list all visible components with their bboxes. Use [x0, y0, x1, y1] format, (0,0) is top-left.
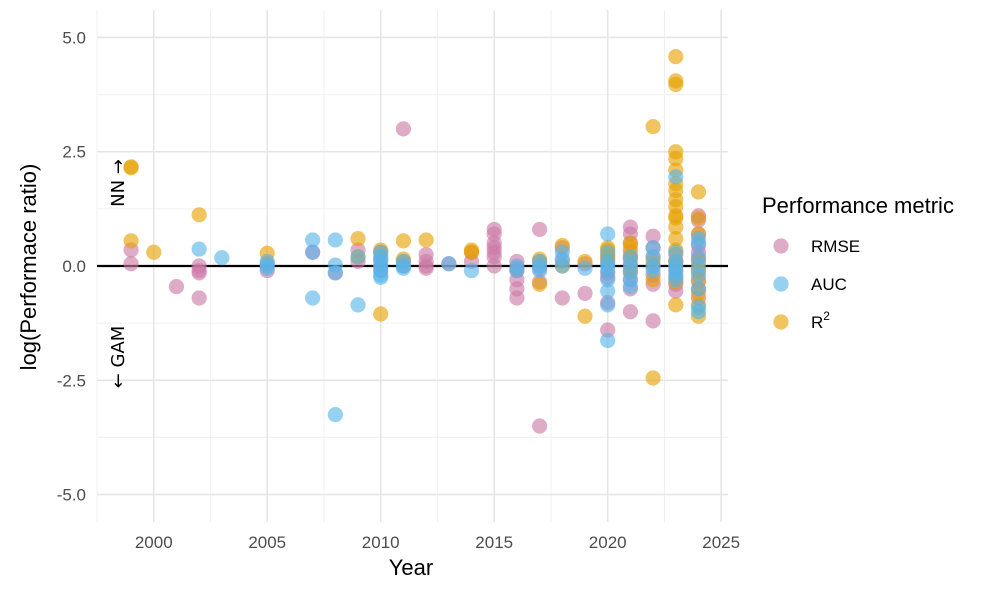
- point-auc: [622, 278, 638, 295]
- legend: Performance metric RMSE AUC R2: [762, 193, 954, 332]
- point-r: [668, 150, 684, 167]
- point-r: [191, 207, 207, 223]
- point-auc: [690, 235, 707, 251]
- point-r: [463, 244, 480, 260]
- point-rmse: [554, 290, 570, 306]
- legend-label: R2: [811, 309, 830, 332]
- point-auc: [305, 244, 321, 260]
- point-auc: [600, 297, 616, 313]
- point-rmse: [509, 290, 525, 306]
- point-auc: [327, 265, 343, 281]
- point-rmse: [532, 221, 548, 238]
- legend-label: RMSE: [811, 237, 860, 256]
- point-auc: [463, 262, 480, 279]
- point-rmse: [486, 258, 502, 274]
- point-rmse: [600, 322, 616, 338]
- point-auc: [214, 250, 230, 266]
- point-r: [395, 233, 412, 249]
- point-auc: [690, 281, 707, 297]
- point-r: [668, 49, 684, 65]
- legend-title: Performance metric: [762, 193, 954, 218]
- point-auc: [668, 272, 684, 288]
- point-auc: [532, 262, 548, 279]
- point-auc: [690, 304, 707, 320]
- annotation-gam: ← GAM: [108, 326, 129, 389]
- y-axis-ticks: 5.0 2.5 0.0 -2.5 -5.0: [57, 28, 86, 504]
- point-auc: [305, 290, 321, 306]
- point-rmse: [191, 258, 207, 274]
- legend-label: AUC: [811, 275, 847, 294]
- point-auc: [509, 262, 525, 279]
- point-rmse: [191, 290, 207, 306]
- point-auc: [259, 260, 275, 276]
- point-auc: [191, 241, 207, 257]
- point-auc: [645, 262, 661, 279]
- point-auc: [441, 256, 457, 272]
- point-auc: [668, 169, 684, 185]
- point-auc: [350, 297, 366, 313]
- point-rmse: [645, 313, 661, 329]
- legend-key: [773, 314, 789, 330]
- point-auc: [305, 232, 321, 248]
- x-tick-label: 2000: [135, 533, 173, 552]
- point-auc: [327, 232, 343, 248]
- point-r: [418, 232, 434, 248]
- point-r: [690, 210, 707, 226]
- point-r: [668, 219, 684, 235]
- point-rmse: [645, 228, 661, 244]
- point-rmse: [418, 260, 434, 276]
- point-auc: [690, 267, 707, 283]
- point-r: [373, 306, 389, 322]
- y-tick-label: 0.0: [62, 257, 86, 276]
- point-auc: [350, 249, 366, 265]
- x-tick-label: 2025: [702, 533, 740, 552]
- point-r: [350, 230, 366, 247]
- y-tick-label: 2.5: [62, 143, 86, 162]
- y-axis-title: log(Performace ratio): [16, 164, 41, 371]
- point-auc: [600, 226, 616, 242]
- y-tick-label: -5.0: [57, 486, 86, 505]
- legend-key: [773, 276, 789, 292]
- y-tick-label: -2.5: [57, 371, 86, 390]
- x-tick-label: 2020: [589, 533, 627, 552]
- legend-key: [773, 238, 789, 254]
- point-auc: [373, 269, 389, 286]
- x-tick-label: 2005: [248, 533, 286, 552]
- annotation-nn: NN →: [108, 159, 129, 207]
- point-rmse: [577, 285, 593, 302]
- point-r: [577, 308, 593, 324]
- point-rmse: [123, 256, 139, 272]
- point-rmse: [532, 418, 548, 434]
- point-r: [668, 76, 684, 93]
- point-r: [532, 276, 548, 292]
- point-auc: [395, 260, 412, 276]
- x-tick-label: 2010: [362, 533, 400, 552]
- point-r: [645, 370, 661, 386]
- point-auc: [600, 272, 616, 288]
- point-auc: [600, 332, 616, 349]
- point-auc: [577, 260, 593, 276]
- point-r: [123, 233, 139, 249]
- point-rmse: [622, 304, 638, 320]
- point-r: [690, 184, 707, 200]
- point-auc: [600, 283, 616, 299]
- point-r: [668, 297, 684, 313]
- point-rmse: [168, 278, 185, 295]
- data-points: [123, 49, 707, 434]
- y-tick-label: 5.0: [62, 28, 86, 47]
- point-auc: [554, 258, 570, 274]
- x-axis-title: Year: [389, 555, 433, 580]
- point-rmse: [395, 121, 412, 137]
- point-auc: [327, 406, 343, 423]
- point-r: [645, 118, 661, 135]
- point-r: [146, 244, 162, 260]
- point-r: [123, 160, 139, 176]
- x-axis-ticks: 2000 2005 2010 2015 2020 2025: [135, 533, 740, 552]
- point-r: [668, 230, 684, 247]
- x-tick-label: 2015: [475, 533, 513, 552]
